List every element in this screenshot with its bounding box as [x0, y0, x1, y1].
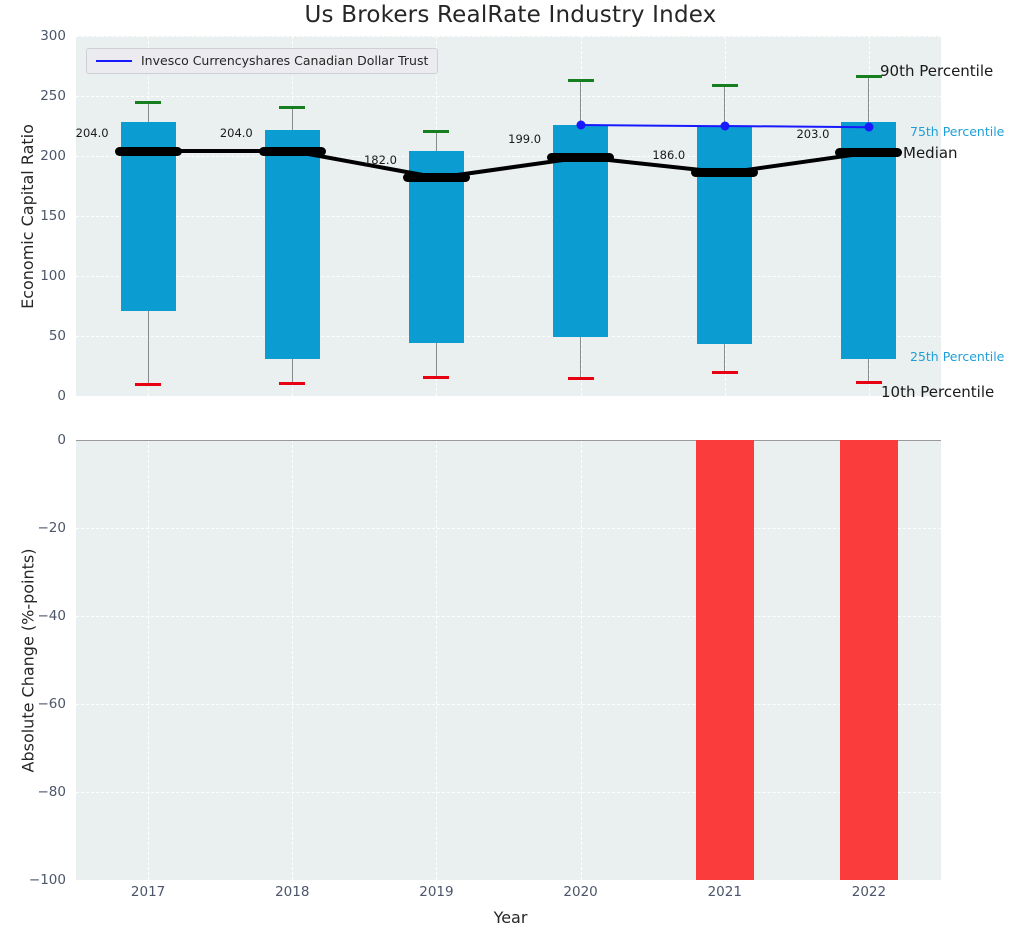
whisker-cap-low [711, 371, 738, 374]
zero-baseline [76, 440, 941, 441]
percentile-box [264, 129, 320, 359]
x-axis-tick: 2022 [851, 884, 887, 900]
annotation-90th-percentile: 90th Percentile [880, 62, 994, 80]
gridline-horizontal [76, 36, 941, 37]
annotation-10th-percentile: 10th Percentile [881, 383, 995, 401]
gridline-horizontal [76, 528, 941, 529]
gridline-horizontal [76, 880, 941, 881]
y-axis-tick-bottom: −20 [37, 520, 67, 536]
x-axis-label: Year [493, 908, 528, 927]
gridline-horizontal [76, 396, 941, 397]
x-axis-tick: 2021 [707, 884, 742, 900]
whisker-cap-high [711, 84, 738, 88]
gridline-horizontal [76, 704, 941, 705]
whisker-cap-high [135, 101, 162, 104]
overlay-marker [720, 121, 730, 131]
y-axis-label-bottom: Absolute Change (%-points) [17, 548, 37, 772]
y-axis-tick-top: 250 [40, 88, 66, 104]
whisker-cap-high [279, 105, 306, 109]
gridline-vertical [436, 440, 438, 880]
median-value-label: 182.0 [363, 152, 397, 167]
median-marker [547, 152, 615, 162]
median-value-label: 204.0 [75, 126, 109, 141]
annotation-median: Median [903, 144, 958, 162]
median-value-label: 203.0 [796, 127, 830, 142]
whisker-cap-low [567, 377, 594, 380]
annotation-25th-percentile: 25th Percentile [910, 349, 1005, 364]
median-marker [258, 146, 326, 156]
whisker-cap-high [567, 79, 594, 83]
gridline-horizontal [76, 792, 941, 793]
chart-title: Us Brokers RealRate Industry Index [304, 2, 717, 28]
whisker-cap-low [423, 375, 450, 379]
gridline-horizontal [76, 336, 941, 337]
whisker-cap-low [279, 381, 306, 385]
y-axis-tick-top: 200 [40, 148, 66, 164]
median-value-label: 204.0 [219, 126, 253, 141]
y-axis-tick-top: 0 [57, 388, 66, 404]
median-value-label: 186.0 [652, 147, 686, 162]
y-axis-tick-bottom: −60 [37, 696, 67, 712]
percentile-box [697, 126, 753, 345]
x-axis-tick: 2017 [130, 884, 166, 900]
median-marker [691, 168, 759, 178]
gridline-vertical [580, 440, 582, 880]
y-axis-tick-top: 150 [40, 208, 66, 224]
median-marker [835, 147, 903, 157]
gridline-horizontal [76, 276, 941, 277]
gridline-horizontal [76, 96, 941, 97]
absolute-change-plot-area [76, 440, 941, 881]
legend-entry-label: Invesco Currencyshares Canadian Dollar T… [141, 53, 429, 68]
y-axis-tick-bottom: −80 [37, 784, 67, 800]
overlay-marker [864, 122, 874, 132]
whisker-cap-high [855, 74, 882, 78]
annotation-75th-percentile: 75th Percentile [910, 124, 1005, 139]
y-axis-tick-top: 50 [48, 328, 66, 344]
x-axis-tick: 2020 [563, 884, 598, 900]
y-axis-tick-top: 300 [40, 28, 66, 44]
median-connector [148, 149, 293, 154]
y-axis-tick-top: 100 [40, 268, 66, 284]
gridline-horizontal [76, 156, 941, 157]
y-axis-tick-bottom: −100 [28, 872, 66, 888]
median-marker [114, 146, 182, 156]
x-axis-tick: 2018 [275, 884, 310, 900]
y-axis-tick-bottom: −40 [37, 608, 67, 624]
absolute-change-bar [695, 440, 754, 880]
chart-legend[interactable]: Invesco Currencyshares Canadian Dollar T… [86, 48, 439, 74]
x-axis-tick: 2019 [419, 884, 454, 900]
y-axis-tick-bottom: 0 [57, 432, 66, 448]
legend-line-icon [96, 59, 132, 62]
gridline-horizontal [76, 216, 941, 217]
whisker-cap-low [135, 383, 162, 386]
median-marker [402, 173, 470, 183]
median-value-label: 199.0 [508, 132, 542, 147]
whisker-cap-low [855, 380, 882, 384]
gridline-horizontal [76, 616, 941, 617]
absolute-change-bar [839, 440, 898, 880]
economic-capital-ratio-plot-area [76, 36, 941, 397]
percentile-box [841, 122, 897, 359]
gridline-vertical [148, 440, 150, 880]
percentile-box [408, 151, 464, 344]
whisker-cap-high [423, 129, 450, 133]
gridline-vertical [292, 440, 294, 880]
overlay-marker [576, 120, 586, 130]
